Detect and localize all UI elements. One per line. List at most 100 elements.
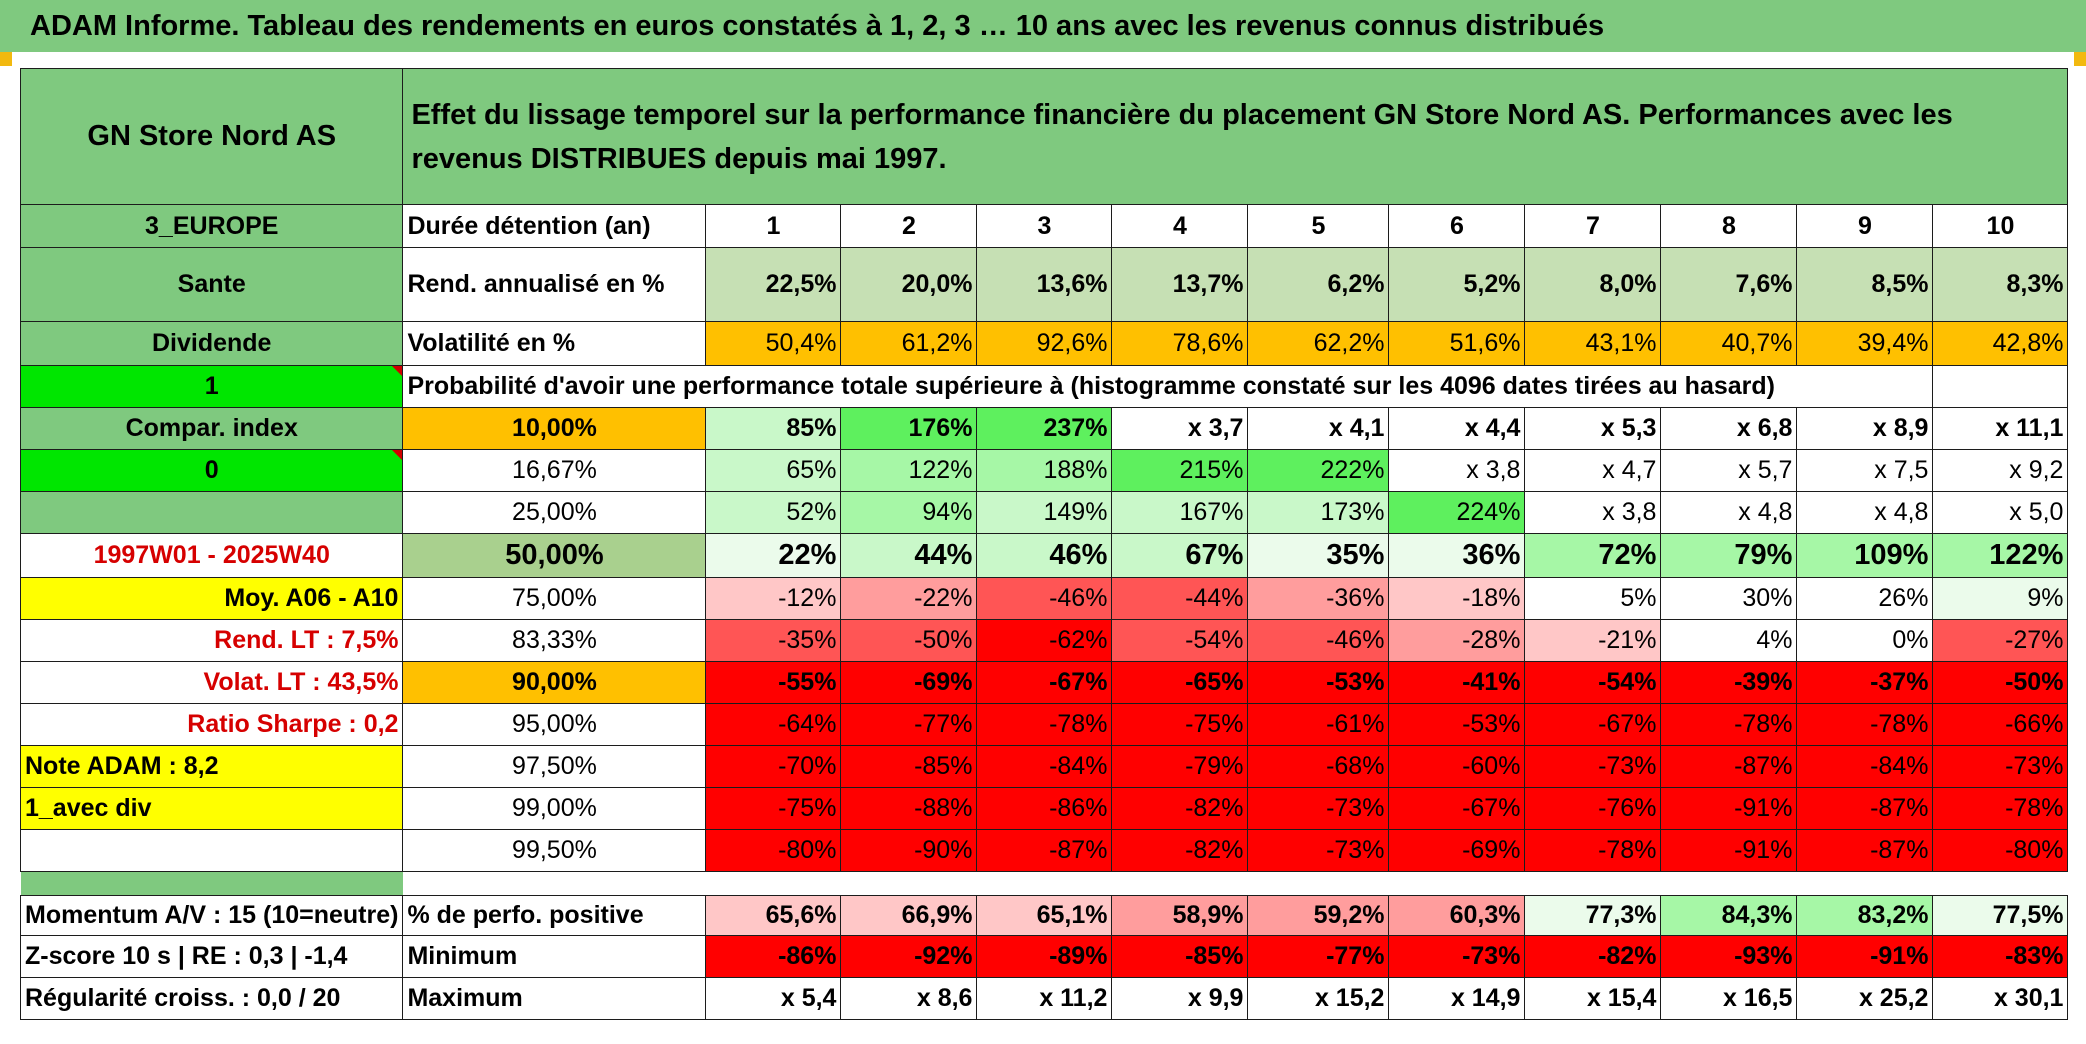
distribution-value: -67%: [1524, 703, 1662, 746]
distribution-value: -60%: [1388, 745, 1526, 788]
volatility-value: 50,4%: [705, 321, 842, 366]
zscore-label: Z-score 10 s | RE : 0,3 | -1,4: [19, 935, 404, 978]
year-header: 9: [1796, 204, 1934, 248]
distribution-value: 35%: [1247, 533, 1390, 578]
minimum-value: -82%: [1524, 935, 1662, 978]
row-97: Note ADAM : 8,2 97,50% -70% -85% -84% -79% -68…: [19, 745, 2069, 788]
volatility-value: 43,1%: [1524, 321, 1662, 366]
compar-index-flag: 0: [19, 449, 404, 492]
spacer-cell: [1932, 871, 2068, 896]
distribution-value: -27%: [1932, 619, 2069, 662]
volatility-value: 62,2%: [1247, 321, 1390, 366]
annualized-return: 13,7%: [1111, 247, 1249, 322]
percentile-label: 50,00%: [402, 533, 707, 578]
distribution-value: -50%: [840, 619, 978, 662]
row-min: Z-score 10 s | RE : 0,3 | -1,4 Minimum -86…: [19, 935, 2069, 978]
maximum-value: x 11,2: [976, 977, 1113, 1020]
distribution-value: x 3,7: [1111, 407, 1249, 450]
distribution-value: 167%: [1111, 491, 1249, 534]
maximum-value: x 25,2: [1796, 977, 1934, 1020]
distribution-value: -75%: [1111, 703, 1249, 746]
spacer-cell: [1796, 871, 1933, 896]
distribution-value: 9%: [1932, 577, 2069, 620]
distribution-value: x 4,8: [1796, 491, 1934, 534]
percentile-label: 75,00%: [402, 577, 707, 620]
distribution-value: -87%: [1796, 829, 1934, 872]
distribution-value: 26%: [1796, 577, 1934, 620]
distribution-value: -78%: [1932, 787, 2069, 830]
distribution-value: 94%: [840, 491, 978, 534]
row-50: 1997W01 - 2025W40 50,00% 22% 44% 46% 67% 35% 36…: [19, 533, 2069, 578]
row-83: Rend. LT : 7,5% 83,33% -35% -50% -62% -54% -46…: [19, 619, 2069, 662]
positive-label: % de perfo. positive: [402, 895, 707, 936]
row-99: 1_avec div 99,00% -75% -88% -86% -82% -73% -67%…: [19, 787, 2069, 830]
distribution-value: 173%: [1247, 491, 1390, 534]
year-header: 4: [1111, 204, 1249, 248]
spacer-cell: [840, 871, 977, 896]
year-header: 5: [1247, 204, 1390, 248]
spacer-cell: [1388, 871, 1525, 896]
distribution-value: -21%: [1524, 619, 1662, 662]
row-title: GN Store Nord AS Effet du lissage tempore…: [19, 68, 2069, 205]
row-16: 0 16,67% 65% 122% 188% 215% 222% x 3,8 x 4,7 x 5,…: [19, 449, 2069, 492]
minimum-label: Minimum: [402, 935, 707, 978]
distribution-value: -69%: [840, 661, 978, 704]
distribution-value: -70%: [705, 745, 842, 788]
distribution-value: 215%: [1111, 449, 1249, 492]
distribution-value: x 5,3: [1524, 407, 1662, 450]
distribution-value: x 7,5: [1796, 449, 1934, 492]
percentile-label: 90,00%: [402, 661, 707, 704]
distribution-value: 44%: [840, 533, 978, 578]
minimum-value: -83%: [1932, 935, 2069, 978]
minimum-value: -91%: [1796, 935, 1934, 978]
corner-marker-right: [2074, 52, 2086, 66]
spacer-green: [20, 871, 403, 896]
distribution-value: -73%: [1247, 829, 1390, 872]
distribution-value: x 4,4: [1388, 407, 1526, 450]
distribution-value: -18%: [1388, 577, 1526, 620]
distribution-value: 52%: [705, 491, 842, 534]
fund-name: GN Store Nord AS: [19, 68, 404, 205]
report-title-bar: ADAM Informe. Tableau des rendements en …: [0, 0, 2086, 52]
distribution-value: -87%: [1796, 787, 1934, 830]
distribution-value: -44%: [1111, 577, 1249, 620]
row-years: 3_EUROPE Durée détention (an) 1 2 3 4 5 6 7 8 9 10: [19, 204, 2069, 248]
maximum-value: x 5,4: [705, 977, 842, 1020]
row-spacer: [20, 871, 2068, 896]
distribution-value: -50%: [1932, 661, 2069, 704]
volatility-value: 92,6%: [976, 321, 1113, 366]
distribution-value: -78%: [976, 703, 1113, 746]
annualized-return: 8,3%: [1932, 247, 2069, 322]
sector-label: Sante: [19, 247, 404, 322]
flag-one: 1: [19, 365, 404, 408]
distribution-value: -22%: [840, 577, 978, 620]
distribution-value: 109%: [1796, 533, 1934, 578]
percentile-label: 97,50%: [402, 745, 707, 788]
distribution-value: x 9,2: [1932, 449, 2069, 492]
compar-index-label: Compar. index: [19, 407, 404, 450]
distribution-value: -84%: [976, 745, 1113, 788]
distribution-value: 30%: [1660, 577, 1798, 620]
percentile-label: 10,00%: [402, 407, 707, 450]
minimum-value: -93%: [1660, 935, 1798, 978]
distribution-value: x 4,1: [1247, 407, 1390, 450]
distribution-value: 222%: [1247, 449, 1390, 492]
report-title: ADAM Informe. Tableau des rendements en …: [30, 10, 1605, 42]
distribution-value: 122%: [1932, 533, 2069, 578]
adam-note: Note ADAM : 8,2: [19, 745, 404, 788]
blank-label-cell: [19, 491, 404, 534]
distribution-value: x 3,8: [1524, 491, 1662, 534]
minimum-value: -77%: [1247, 935, 1390, 978]
distribution-value: -65%: [1111, 661, 1249, 704]
distribution-value: 224%: [1388, 491, 1526, 534]
duration-label: Durée détention (an): [402, 204, 707, 248]
volatility-value: 51,6%: [1388, 321, 1526, 366]
percentile-label: 99,00%: [402, 787, 707, 830]
regularity-label: Régularité croiss. : 0,0 / 20: [19, 977, 404, 1020]
minimum-value: -86%: [705, 935, 842, 978]
positive-perf-value: 65,6%: [705, 895, 842, 936]
annualized-return: 8,5%: [1796, 247, 1934, 322]
distribution-value: -37%: [1796, 661, 1934, 704]
year-header: 7: [1524, 204, 1662, 248]
momentum-label: Momentum A/V : 15 (10=neutre): [19, 895, 404, 936]
